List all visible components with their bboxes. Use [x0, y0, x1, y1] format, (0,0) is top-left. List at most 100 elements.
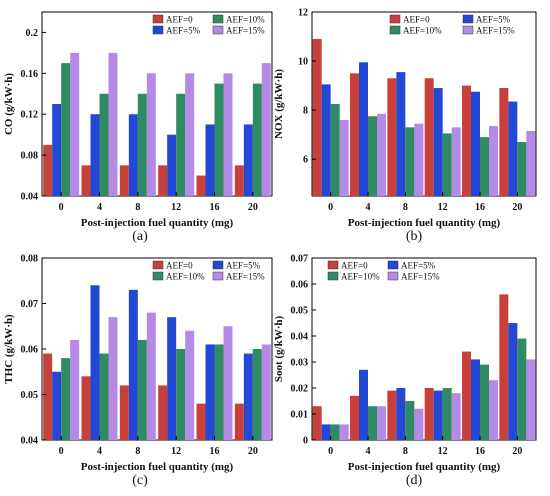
bar — [158, 165, 168, 196]
panel-c: 0.04 0.05 0.06 0.07 0.08 0 4 8 12 16 20 Post-inject… — [3, 254, 273, 488]
y-tick-label: 0.08 — [21, 254, 39, 265]
x-axis-title: Post-injection fuel quantity (mg) — [81, 217, 234, 229]
panel-b: 6 8 10 12 0 4 8 12 16 20 Post-injection fuel quant… — [273, 8, 537, 244]
bar — [61, 358, 71, 440]
bar — [205, 124, 215, 196]
bar — [414, 123, 424, 196]
bar — [52, 104, 62, 196]
x-axis-title: Post-injection fuel quantity (mg) — [348, 217, 501, 229]
bar — [368, 406, 377, 440]
x-tick-label: 16 — [475, 446, 485, 457]
bar — [451, 127, 461, 196]
y-tick-label: 0.07 — [291, 254, 309, 265]
bar — [119, 165, 129, 196]
y-tick-label: 0.16 — [21, 69, 39, 80]
bar — [119, 385, 129, 440]
x-tick-label: 16 — [210, 202, 220, 213]
x-tick-label: 20 — [248, 202, 258, 213]
bar — [90, 114, 100, 196]
x-tick-label: 0 — [328, 446, 333, 457]
legend-label: AEF=5% — [476, 15, 511, 25]
legend-swatch — [389, 25, 401, 35]
legend-swatch — [389, 14, 401, 24]
bar — [312, 406, 322, 440]
bar — [243, 353, 253, 440]
bar — [368, 116, 377, 196]
bar — [234, 403, 244, 440]
bar — [223, 73, 233, 196]
x-tick-label: 12 — [438, 202, 448, 213]
y-tick-label: 0.07 — [21, 299, 39, 310]
x-axis-title: Post-injection fuel quantity (mg) — [81, 461, 234, 473]
panel-label: (c) — [132, 473, 148, 488]
bar — [167, 134, 177, 196]
legend-label: AEF=5% — [166, 26, 201, 36]
bar — [43, 144, 53, 196]
legend-label: AEF=10% — [403, 26, 442, 36]
panel-d: 0 0.01 0.02 0.03 0.04 0.05 0.06 0.07 0 4 8 12 16 20 Po… — [273, 254, 537, 488]
legend-label: AEF=10% — [341, 272, 380, 282]
plot-frame — [311, 11, 537, 197]
bar — [359, 62, 368, 196]
legend-label: AEF=15% — [476, 26, 515, 36]
panel-a: 0.04 0.08 0.12 0.16 0.2 0 4 8 12 16 20 Post-injecti… — [3, 11, 273, 244]
y-tick-label: 0.2 — [26, 28, 39, 39]
legend-swatch — [212, 271, 224, 281]
bar — [185, 73, 195, 196]
y-tick-label: 0.01 — [291, 410, 309, 421]
x-axis-title: Post-injection fuel quantity (mg) — [348, 461, 501, 473]
y-tick-label: 12 — [298, 8, 308, 19]
bar — [433, 390, 443, 440]
bar — [424, 78, 434, 196]
y-tick-label: 6 — [303, 155, 308, 166]
bar — [223, 326, 233, 440]
bar — [312, 38, 322, 197]
bar — [61, 63, 71, 196]
bar — [396, 388, 406, 440]
bar — [158, 385, 168, 440]
bar — [330, 104, 340, 196]
x-tick-label: 12 — [171, 202, 181, 213]
panel-label: (d) — [406, 473, 423, 488]
legend-swatch — [212, 25, 224, 35]
legend: AEF=0 AEF=5% AEF=10% AEF=15% — [327, 261, 440, 282]
bar — [462, 85, 471, 196]
bar — [146, 312, 156, 440]
bar — [480, 364, 489, 440]
legend-label: AEF=0 — [403, 15, 430, 25]
y-axis-title: CO (g/kW·h) — [3, 73, 15, 135]
x-tick-label: 20 — [248, 446, 258, 457]
bar — [81, 165, 91, 196]
bar — [234, 165, 244, 196]
legend-swatch — [212, 14, 224, 24]
legend-label: AEF=0 — [166, 15, 193, 25]
x-tick-label: 20 — [512, 446, 522, 457]
x-tick-label: 4 — [366, 446, 371, 457]
y-axis-title: NOX (g/kW·h) — [273, 69, 285, 139]
bar — [196, 175, 206, 196]
bar — [108, 52, 118, 197]
plot-frame — [41, 11, 273, 197]
bar — [526, 359, 536, 440]
bar — [442, 133, 452, 196]
y-tick-label: 0 — [303, 436, 308, 447]
bar — [517, 338, 527, 440]
bar — [517, 142, 527, 196]
bar — [52, 371, 62, 440]
y-tick-label: 0.08 — [21, 151, 39, 162]
bar — [137, 339, 147, 440]
bar — [499, 88, 509, 196]
x-tick-label: 8 — [403, 202, 408, 213]
bar — [90, 285, 100, 440]
legend-swatch — [152, 271, 164, 281]
bar — [387, 390, 397, 440]
y-tick-label: 0.06 — [291, 280, 309, 291]
bar — [321, 424, 331, 440]
y-tick-label: 0.03 — [291, 358, 309, 369]
legend-swatch — [462, 14, 474, 24]
legend-swatch — [152, 25, 164, 35]
bar — [81, 376, 91, 440]
bar — [424, 388, 434, 440]
legend-label: AEF=0 — [341, 261, 368, 271]
